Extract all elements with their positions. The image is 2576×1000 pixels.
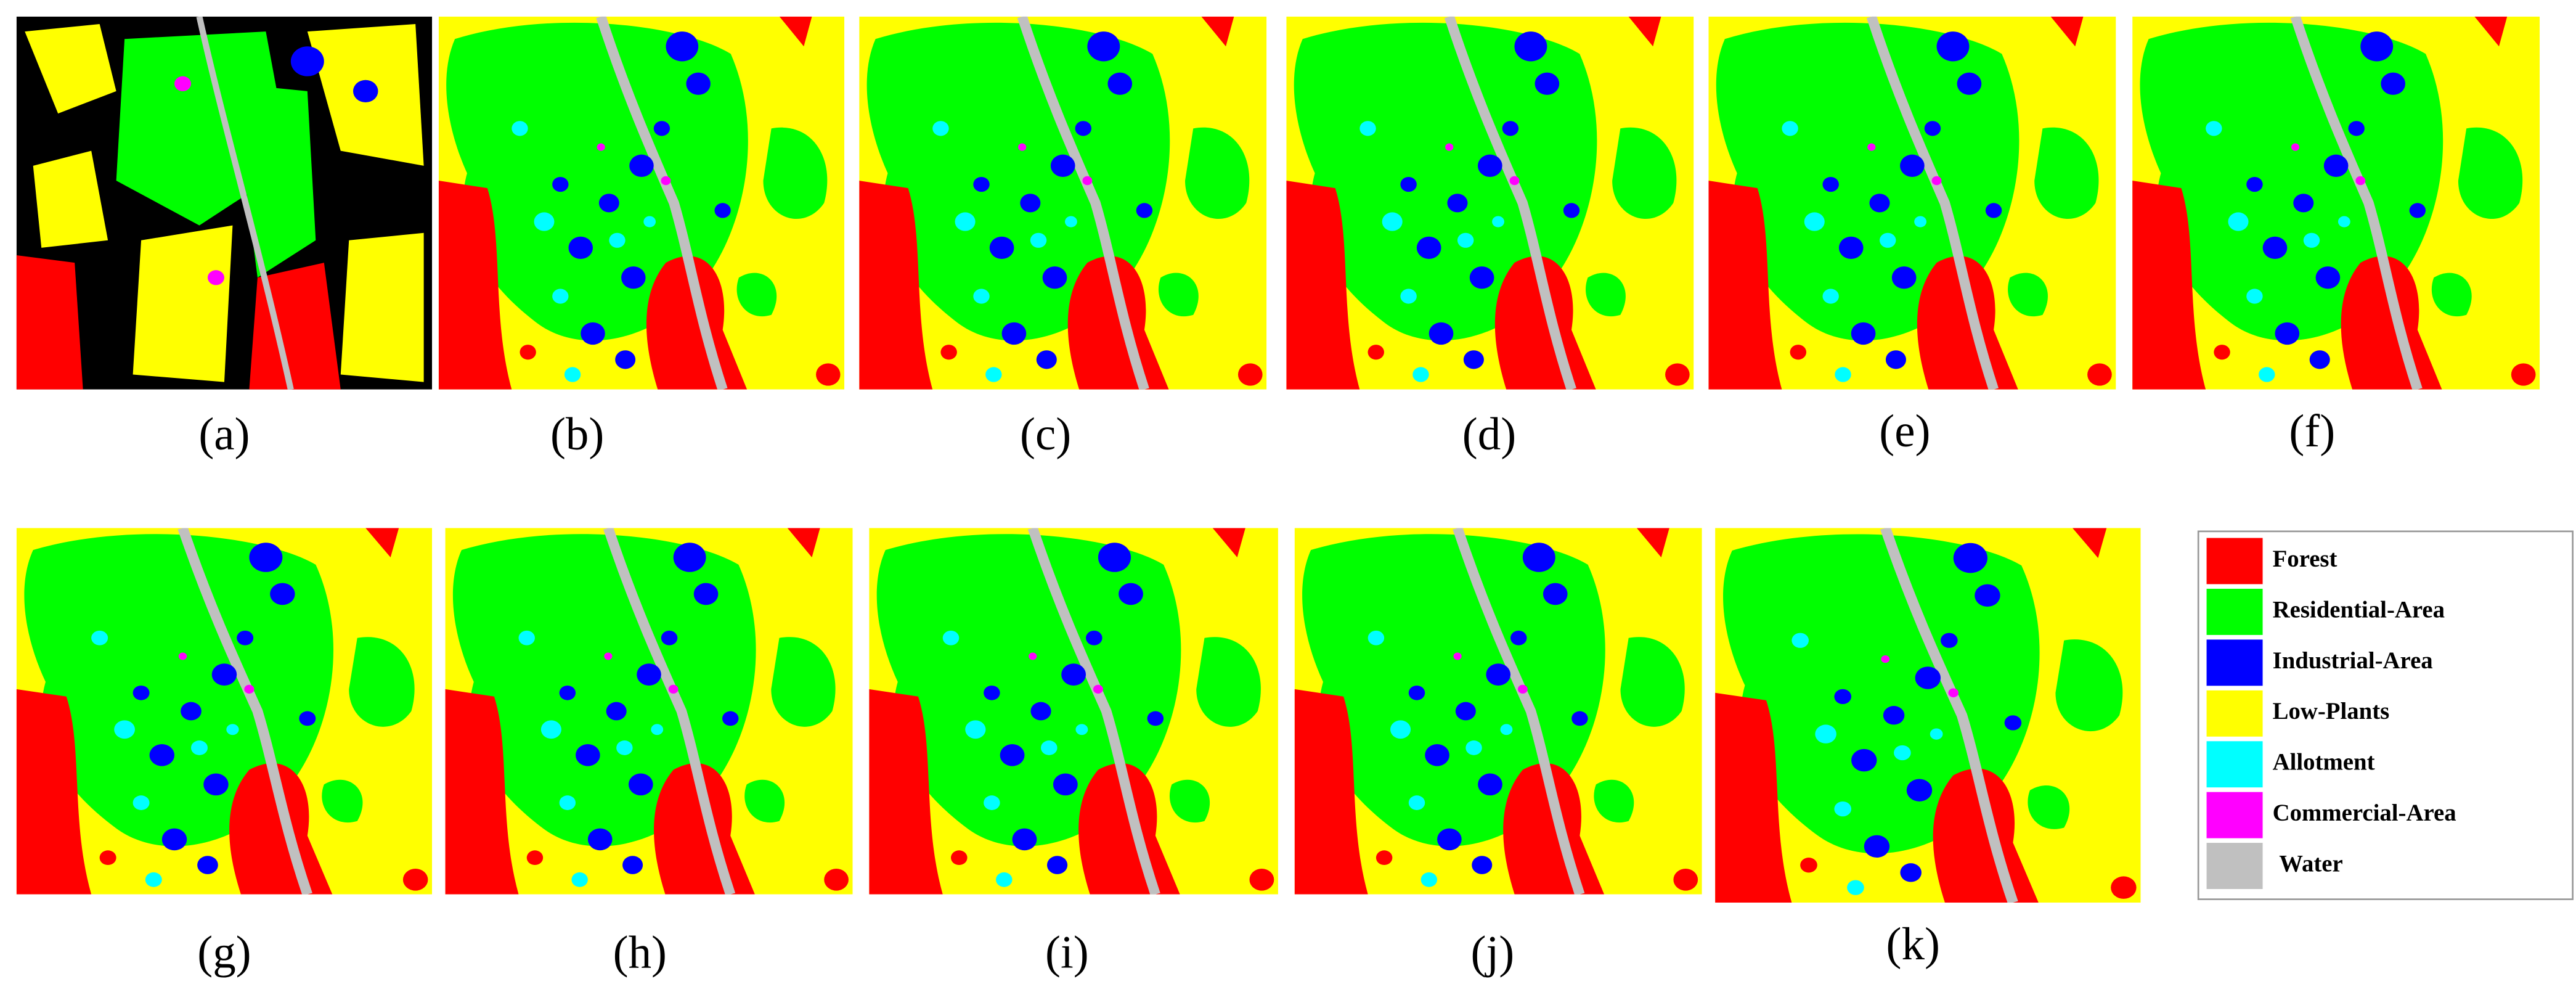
legend-label: Commercial-Area <box>2273 800 2456 826</box>
legend-swatch <box>2206 843 2263 890</box>
classification-map <box>17 528 432 894</box>
panel-label: (f) <box>2289 406 2335 457</box>
panel-label: (j) <box>1470 927 1514 978</box>
classification-map <box>859 17 1266 390</box>
panel-label: (e) <box>1879 406 1930 457</box>
legend-label: Water <box>2279 850 2342 877</box>
classification-map <box>1295 528 1702 894</box>
legend-label: Forest <box>2273 546 2338 572</box>
legend-label: Allotment <box>2273 749 2375 776</box>
panel-label: (g) <box>197 927 251 978</box>
legend-swatch <box>2206 639 2263 686</box>
classification-map <box>1708 17 2116 390</box>
classification-map <box>1715 528 2140 902</box>
legend-label: Residential-Area <box>2273 596 2445 623</box>
legend: Forest Residential-Area Industrial-Area Low… <box>2206 538 2456 890</box>
panel-label: (d) <box>1462 409 1516 460</box>
legend-swatch <box>2206 588 2263 635</box>
panel-label: (k) <box>1886 919 1940 970</box>
legend-label: Industrial-Area <box>2273 647 2433 674</box>
legend-swatch <box>2206 792 2263 838</box>
classification-map <box>1286 17 1694 390</box>
panel-label: (b) <box>550 409 604 460</box>
legend-swatch <box>2206 741 2263 788</box>
classification-map <box>439 17 844 390</box>
panel-label: (c) <box>1020 409 1071 460</box>
classification-map <box>2132 17 2540 390</box>
legend-swatch <box>2206 690 2263 737</box>
panel-label: (h) <box>613 927 667 978</box>
classification-map <box>869 528 1278 894</box>
legend-label: Low-Plants <box>2273 698 2390 724</box>
ground-truth-map <box>17 17 432 390</box>
panel-label: (i) <box>1045 927 1089 978</box>
panel-label: (a) <box>198 409 250 460</box>
legend-swatch <box>2206 538 2263 584</box>
classification-map <box>446 528 853 894</box>
